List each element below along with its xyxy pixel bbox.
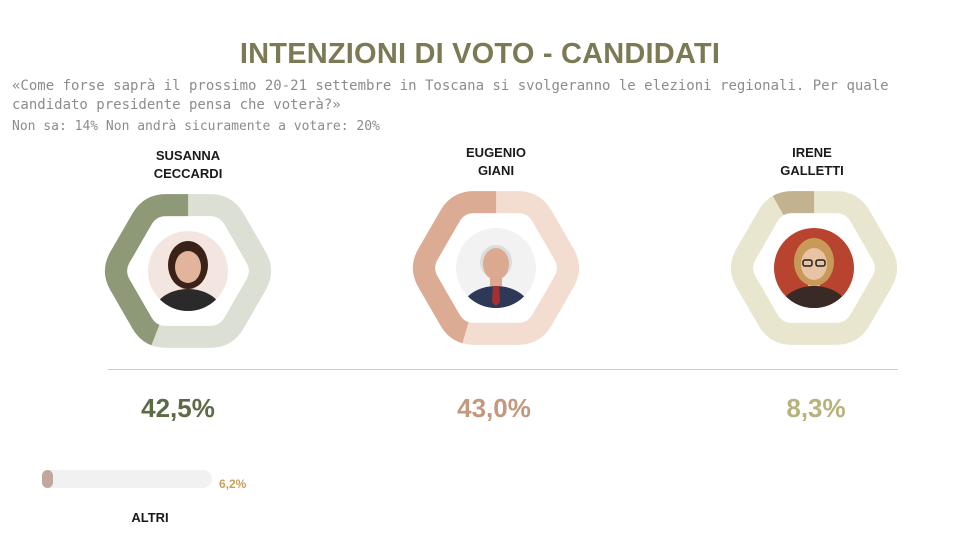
others-percentage: 6,2% — [219, 477, 247, 491]
candidate-photo-ceccardi — [148, 231, 228, 311]
candidate-photo-galletti — [774, 228, 854, 308]
others-bar-track — [42, 470, 212, 488]
others-label: ALTRI — [131, 510, 169, 525]
portrait-face — [801, 248, 827, 280]
portrait-face — [483, 248, 509, 280]
portrait-glasses-left — [802, 259, 813, 267]
portrait-glasses-right — [815, 259, 826, 267]
portrait-icon — [780, 238, 848, 308]
survey-question: «Come forse saprà il prossimo 20-21 sett… — [12, 78, 889, 113]
portrait-body — [780, 286, 848, 308]
ring-track-galletti — [731, 191, 897, 345]
candidate-ring-ceccardi — [105, 194, 271, 348]
others-bar-fill — [42, 470, 53, 488]
survey-notes: Non sa: 14% Non andrà sicuramente a vota… — [12, 119, 380, 134]
candidate-ring-galletti — [731, 191, 897, 345]
portrait-icon — [462, 245, 530, 308]
percentage-ceccardi: 42,5% — [141, 393, 215, 423]
candidate-name-ceccardi: SUSANNA CECCARDI — [153, 148, 223, 181]
portrait-icon — [154, 241, 222, 311]
percentage-giani: 43,0% — [457, 393, 531, 423]
portrait-body — [462, 286, 530, 308]
candidate-name-giani: EUGENIO GIANI — [466, 145, 526, 178]
portrait-body — [154, 289, 222, 311]
portrait-tie — [492, 286, 500, 306]
percentage-galletti: 8,3% — [786, 393, 846, 423]
divider — [108, 369, 898, 370]
chart-title: INTENZIONI DI VOTO - CANDIDATI — [239, 38, 721, 70]
ring-progress-giani — [413, 191, 579, 345]
portrait-face — [175, 251, 201, 283]
candidate-ring-giani — [413, 191, 579, 345]
candidate-name-galletti: IRENE GALLETTI — [780, 145, 844, 178]
candidate-photo-giani — [456, 228, 536, 308]
ring-progress-ceccardi — [105, 194, 271, 348]
